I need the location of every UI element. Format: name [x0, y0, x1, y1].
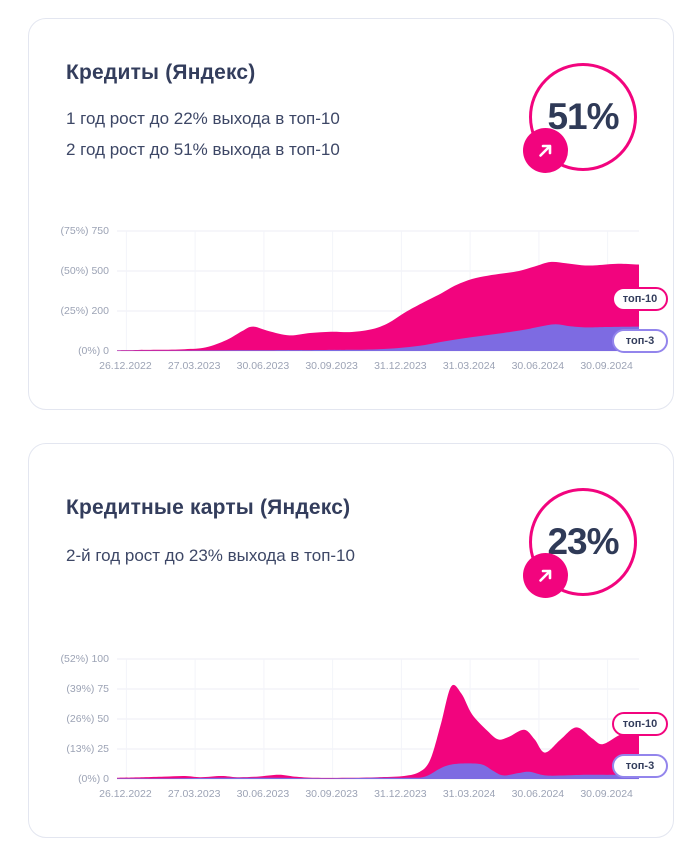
legend-pill-top10[interactable]: топ-10 — [612, 287, 668, 311]
growth-badge: 51% — [523, 63, 637, 173]
y-axis-label: (50%) 500 — [60, 265, 109, 277]
x-axis-label: 26.12.2022 — [99, 788, 152, 800]
y-axis: (0%) 0 (25%) 200 (50%) 500 (75%) 750 — [29, 225, 113, 357]
x-axis-label: 30.09.2023 — [305, 788, 358, 800]
y-axis-label: (75%) 750 — [60, 225, 109, 237]
legend-pill-top3[interactable]: топ-3 — [612, 754, 668, 778]
y-axis-label: (26%) 50 — [66, 713, 109, 725]
y-axis-label: (39%) 75 — [66, 683, 109, 695]
card-title: Кредитные карты (Яндекс) — [66, 496, 351, 519]
x-axis-label: 30.09.2024 — [580, 360, 633, 372]
growth-percentage: 51% — [547, 96, 619, 137]
x-axis-label: 27.03.2023 — [167, 788, 221, 800]
area-chart — [116, 656, 640, 782]
x-axis-label: 31.03.2024 — [442, 788, 496, 800]
card-summary: 1 год рост до 22% выхода в топ-10 2 год … — [66, 103, 340, 165]
x-axis-label: 31.12.2023 — [374, 788, 427, 800]
y-axis-label: (25%) 200 — [60, 305, 109, 317]
x-axis-label: 31.03.2024 — [442, 360, 496, 372]
x-axis-label: 30.09.2024 — [580, 788, 633, 800]
card-summary: 2-й год рост до 23% выхода в топ-10 — [66, 540, 355, 571]
series-area-топ-10 — [117, 261, 639, 351]
x-axis: 26.12.2022 27.03.2023 30.06.2023 30.09.2023… — [99, 788, 640, 804]
chart-canvas — [117, 230, 639, 352]
series-area-топ-3 — [117, 763, 639, 779]
series-area-топ-10 — [117, 684, 639, 779]
y-axis-label: (52%) 100 — [60, 653, 109, 665]
legend-pill-top10[interactable]: топ-10 — [612, 712, 668, 736]
up-right-arrow-icon — [523, 128, 568, 173]
area-chart — [116, 228, 640, 354]
x-axis-label: 30.06.2023 — [236, 360, 290, 372]
x-axis-label: 30.06.2024 — [511, 360, 565, 372]
legend-pill-top3[interactable]: топ-3 — [612, 329, 668, 353]
y-axis-label: (0%) 0 — [78, 345, 109, 357]
growth-percentage: 23% — [547, 521, 619, 562]
x-axis-label: 30.06.2023 — [236, 788, 290, 800]
summary-line: 2-й год рост до 23% выхода в топ-10 — [66, 546, 355, 565]
y-axis: (0%) 0 (13%) 25 (26%) 50 (39%) 75 (52%) 100 — [29, 653, 113, 785]
y-axis-label: (0%) 0 — [78, 773, 109, 785]
x-axis-label: 30.06.2024 — [511, 788, 565, 800]
chart-block: (0%) 0 (25%) 200 (50%) 500 (75%) 750 26.12.… — [29, 225, 675, 388]
up-right-arrow-icon — [523, 553, 568, 598]
x-axis-label: 26.12.2022 — [99, 360, 152, 372]
chart-block: (0%) 0 (13%) 25 (26%) 50 (39%) 75 (52%) 100 … — [29, 653, 675, 816]
x-axis-label: 27.03.2023 — [167, 360, 221, 372]
card-credits: Кредиты (Яндекс) 1 год рост до 22% выход… — [28, 18, 674, 410]
card-title: Кредиты (Яндекс) — [66, 61, 256, 84]
card-credit-cards: Кредитные карты (Яндекс) 2-й год рост до… — [28, 443, 674, 838]
summary-line: 1 год рост до 22% выхода в топ-10 — [66, 109, 340, 128]
series-area-топ-3 — [117, 324, 639, 351]
summary-line: 2 год рост до 51% выхода в топ-10 — [66, 140, 340, 159]
x-axis: 26.12.2022 27.03.2023 30.06.2023 30.09.2023… — [99, 360, 640, 376]
chart-canvas — [117, 658, 639, 780]
x-axis-label: 31.12.2023 — [374, 360, 427, 372]
y-axis-label: (13%) 25 — [66, 743, 109, 755]
growth-badge: 23% — [523, 488, 637, 598]
x-axis-label: 30.09.2023 — [305, 360, 358, 372]
